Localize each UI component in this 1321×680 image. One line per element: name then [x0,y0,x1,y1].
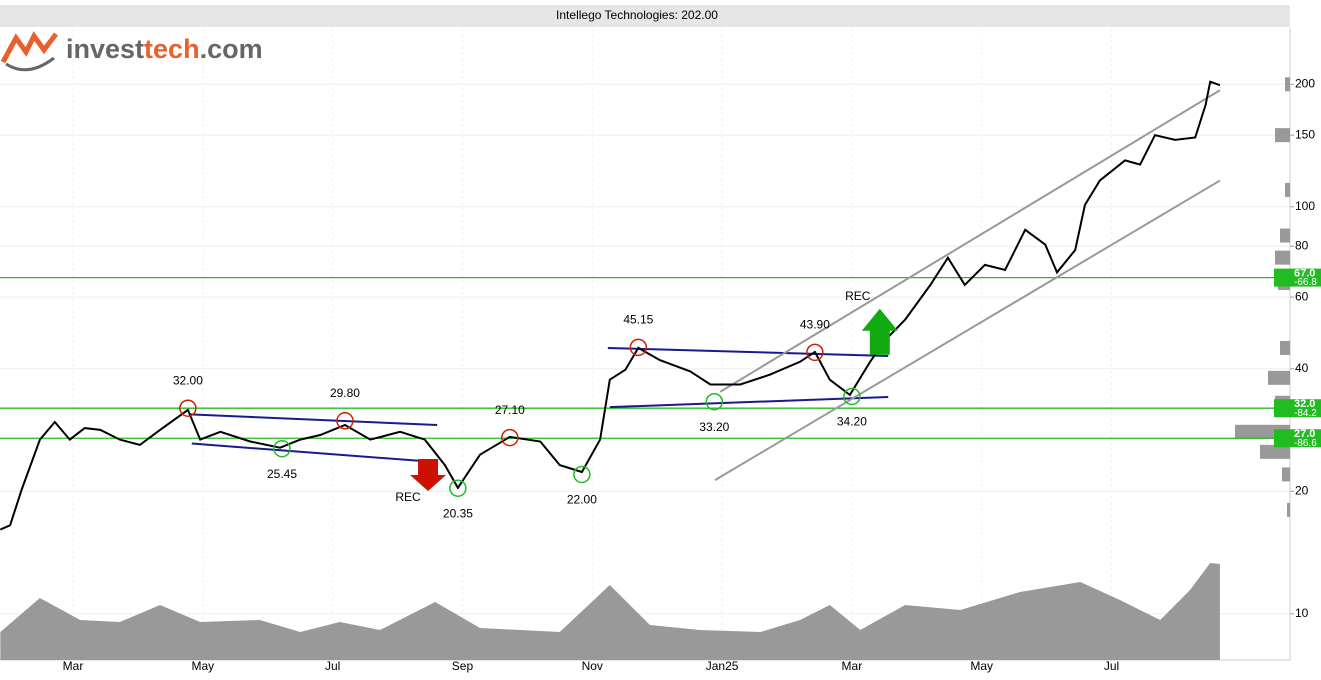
pivot-label: 32.00 [173,373,203,387]
level-label: 67.0 [1294,267,1315,279]
x-tick-label: Jul [1104,659,1119,673]
x-tick-label: May [191,659,214,673]
logo-swoosh [5,56,55,72]
pivot-marker [501,428,519,447]
chart-title: Intellego Technologies: 202.00 [556,8,718,22]
pivot-label: 43.90 [800,317,830,331]
x-tick-label: Mar [63,659,84,673]
price-distribution-bar [1275,128,1290,143]
price-distribution-bar [1268,370,1290,385]
x-tick-label: Jul [325,659,340,673]
level-box [1274,399,1321,418]
trend-line [719,89,1221,393]
trend-line [191,442,436,464]
pivot-label: 22.00 [567,493,597,507]
logo-text: investtech.com [66,34,263,64]
trend-line [714,179,1221,482]
x-tick-label: Mar [842,659,863,673]
pivot-marker [843,387,861,406]
level-change: -86.6 [1294,438,1317,449]
pivot-marker [449,479,467,497]
y-tick-label: 150 [1295,127,1315,141]
price-distribution-bar [1275,250,1290,265]
logo-part: .com [200,34,263,64]
price-distribution-bar [1282,467,1290,482]
price-distribution-bar [1280,228,1290,243]
signal-label: REC [845,289,871,303]
pivot-label: 45.15 [623,313,653,327]
level-change: -84.2 [1294,408,1317,419]
pivot-marker [629,338,648,357]
price-distribution-bar [1287,502,1290,517]
price-distribution-bar [1260,444,1290,459]
logo: investtech.com [0,31,263,72]
x-tick-label: Sep [452,659,474,673]
pivot-label: 20.35 [443,506,473,520]
pivot-marker [806,343,824,362]
level-label: 32.0 [1294,398,1315,410]
y-tick-label: 40 [1295,361,1309,375]
logo-part: invest [66,34,144,64]
price-distribution-bar [1280,340,1290,355]
pivot-marker [273,439,291,458]
level-change: -66.8 [1294,277,1317,288]
pivot-marker [179,399,197,417]
level-box [1274,429,1321,448]
pivot-label: 34.20 [837,415,867,429]
y-tick-label: 80 [1295,238,1309,252]
y-tick-label: 10 [1295,606,1309,620]
logo-icon [0,31,58,64]
x-tick-label: Jan25 [706,659,739,673]
title-bar [0,5,1290,27]
signal-arrow [861,308,898,355]
price-line [0,80,1221,531]
pivot-label: 25.45 [267,467,297,481]
pivot-label: 27.10 [495,403,525,417]
pivot-label: 29.80 [330,386,360,400]
volume-area [0,563,1220,660]
y-tick-label: 60 [1295,289,1309,303]
price-distribution-bar [1285,77,1290,92]
x-tick-label: Nov [582,659,603,673]
y-tick-label: 200 [1295,76,1315,90]
pivot-marker [705,392,724,411]
signal-arrow [410,459,447,492]
y-tick-label: 100 [1295,199,1315,213]
x-tick-label: May [970,659,993,673]
level-box [1274,268,1321,287]
price-distribution-bar [1285,182,1290,197]
level-label: 27.0 [1294,428,1315,440]
trend-line [607,346,889,357]
pivot-marker [573,465,591,484]
trend-line [609,395,889,409]
trend-line [189,413,438,426]
logo-part: tech [144,34,200,64]
pivot-marker [336,412,354,430]
signal-label: REC [395,490,421,504]
pivot-label: 33.20 [699,420,729,434]
y-tick-label: 20 [1295,483,1309,497]
